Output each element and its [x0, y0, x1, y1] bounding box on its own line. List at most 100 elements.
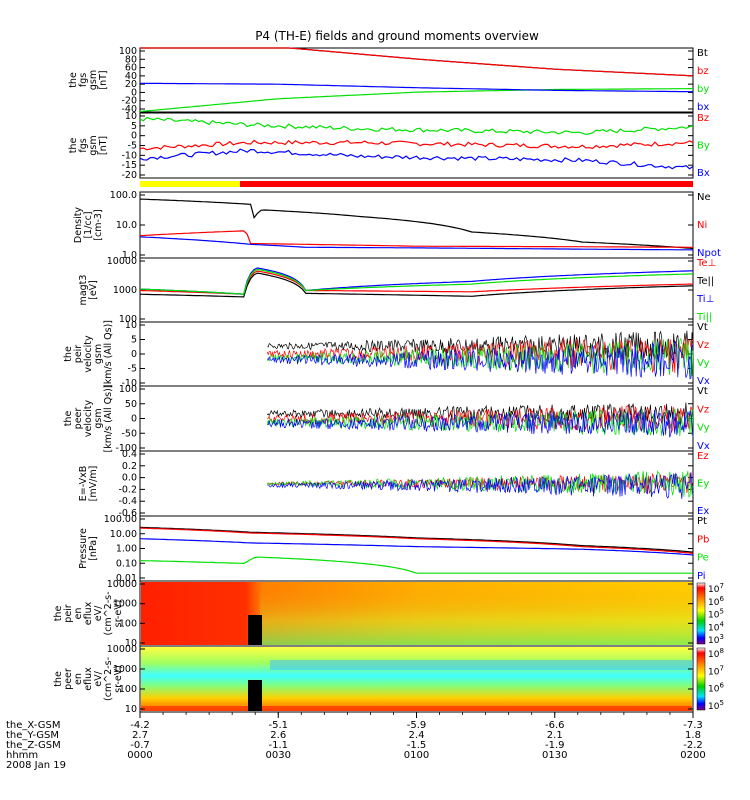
- efield-ytick-label: -0.6: [118, 508, 137, 519]
- peir-velocity-ytick-label: 10: [125, 320, 137, 331]
- pressure-legend-pb: Pb: [697, 534, 709, 545]
- peer-eflux-ytick-label: 100: [119, 684, 137, 695]
- x-row-value: -5.9: [407, 720, 427, 731]
- efield-ytick-label: -0.4: [118, 496, 137, 507]
- peer-velocity-ytick-label: 100: [119, 384, 137, 395]
- peir-velocity-series-vz: [266, 337, 694, 374]
- density-ytick-label: 1.0: [122, 250, 137, 261]
- peir-velocity-ylabel-line: peir: [73, 345, 84, 364]
- x-row-value: 2.7: [132, 730, 148, 741]
- pressure-series-pb: [139, 527, 694, 554]
- fgs-gsm-ylabel-line: fgs: [78, 73, 89, 87]
- peir-eflux-ylabel: the peir en eflux eV/(cm^2-s-sr-eV): [53, 592, 124, 636]
- efield-ytick-label: 0.2: [122, 461, 137, 472]
- fgs-gsm-detrended-ytick-label: -5: [128, 141, 137, 152]
- fgs-gsm-detrended-ytick-label: -20: [121, 170, 137, 181]
- x-row-value: -7.3: [683, 720, 703, 731]
- magt3-series-ti⊥: [139, 267, 694, 295]
- fgs-gsm-detrended-ylabel-line: gsm: [88, 135, 99, 155]
- peir-eflux-colorbar-label: 105: [708, 608, 724, 621]
- x-row-value: -4.2: [130, 720, 150, 731]
- peir-eflux-ytick-label: 10: [125, 638, 137, 649]
- pressure-ytick-label: 100.00: [104, 514, 137, 525]
- efield-legend-ey: Ey: [697, 479, 709, 490]
- magt3-series-te⊥: [139, 270, 693, 295]
- fgs-gsm-detrended-series-by: [139, 116, 694, 135]
- fgs-gsm-ylabel-line: the: [68, 72, 79, 88]
- fgs-gsm-legend-by: by: [697, 84, 709, 95]
- peer-velocity-ytick-label: 0: [131, 414, 137, 425]
- magt3-series-te||: [139, 272, 694, 298]
- peer-eflux-ylabel-line: (cm^2-s-: [103, 657, 114, 701]
- peir-eflux-ylabel-line: en: [73, 608, 84, 620]
- pressure-legend-pe: Pe: [697, 553, 709, 564]
- peir-velocity-legend-vz: Vz: [697, 340, 709, 351]
- fgs-gsm-ytick-label: 80: [125, 54, 137, 65]
- pressure-ytick-label: 0.01: [116, 573, 137, 584]
- efield-series-ex: [267, 472, 694, 499]
- efield-ylabel: E=-VxB [mV/m]: [78, 466, 99, 502]
- density-legend-ne: Ne: [697, 192, 711, 203]
- x-axis-date: 2008 Jan 19: [6, 760, 66, 771]
- peir-velocity-legend-vy: Vy: [697, 358, 710, 369]
- pressure-ylabel: Pressure [nPa]: [78, 528, 99, 569]
- magt3-ytick-label: 1000: [113, 285, 137, 296]
- fgs-gsm-ytick-label: -40: [121, 104, 137, 115]
- fgs-gsm-ytick-label: 100: [119, 46, 137, 57]
- peer-eflux-ylabel-line: the: [53, 671, 64, 687]
- peer-eflux-ytick-label: 10000: [107, 644, 137, 655]
- x-row-value: 0030: [266, 750, 291, 761]
- fgs-gsm-detrended-series-bx: [139, 148, 694, 170]
- peir-velocity-series-vx: [266, 340, 694, 380]
- magt3-ylabel: magt3 [eV]: [78, 275, 99, 306]
- efield-ylabel-line: [mV/m]: [88, 466, 99, 502]
- fgs-gsm-legend-bt: Bt: [697, 48, 708, 59]
- peer-eflux-ylabel-line: en: [73, 673, 84, 685]
- peir-eflux-ylabel-line: (cm^2-s-: [103, 592, 114, 636]
- magt3-legend-ti||: Ti||: [696, 312, 712, 323]
- fgs-gsm-ytick-label: 40: [125, 71, 137, 82]
- efield-ytick-label: 0.0: [122, 473, 137, 484]
- peir-eflux-ytick-label: 10000: [107, 579, 137, 590]
- peer-eflux-data-gap: [248, 680, 262, 711]
- peer-velocity-ylabel-line: peer: [73, 408, 84, 430]
- peir-velocity-ytick-label: -5: [128, 364, 137, 375]
- peir-eflux-ytick-label: 1000: [113, 599, 137, 610]
- magt3-ylabel-line: [eV]: [88, 280, 99, 300]
- peer-velocity-ylabel-line: gsm: [93, 408, 104, 428]
- x-axis-ephemeris: the_X-GSM -4.2 -5.1 -5.9 -6.6 -7.3 the_Y-GSM 2.…: [6, 712, 706, 771]
- fgs-gsm-detrended-series-bz: [139, 139, 694, 151]
- fgs-gsm-series-by: [139, 87, 693, 113]
- pressure-ytick-label: 1.00: [116, 544, 137, 555]
- peer-velocity-ylabel-line: velocity: [83, 400, 94, 438]
- pressure-ytick-label: 0.10: [116, 558, 137, 569]
- x-row-value: 2.1: [547, 730, 563, 741]
- peer-eflux-ytick-label: 1000: [113, 664, 137, 675]
- peir-eflux-ylabel-line: peir: [63, 604, 74, 623]
- x-row-value: 0200: [680, 750, 705, 761]
- peir-eflux-ytick-label: 100: [119, 618, 137, 629]
- x-row-value: -2.2: [683, 740, 703, 751]
- fgs-gsm-ytick-label: 60: [125, 63, 137, 74]
- magt3-frame: [139, 257, 694, 323]
- fgs-gsm-legend-bz: bz: [697, 66, 709, 77]
- peer-velocity-legend-vz: Vz: [697, 404, 709, 415]
- density-ytick-label: 10.0: [116, 220, 137, 231]
- density-ylabel-line: Density: [73, 207, 84, 243]
- peer-eflux-ylabel-line: eV/: [93, 670, 104, 686]
- pressure-legend-pt: Pt: [697, 516, 707, 527]
- density-legend-npot: Npot: [697, 248, 721, 259]
- x-row-label: the_Z-GSM: [6, 740, 61, 751]
- peer-velocity-frame: [139, 385, 694, 452]
- pressure-frame: [139, 515, 694, 582]
- density-ylabel-line: [1/cc]: [83, 211, 94, 238]
- quality-bar-red: [240, 181, 693, 187]
- x-row-value: -5.1: [268, 720, 288, 731]
- peer-velocity-ytick-label: -50: [121, 428, 137, 439]
- quality-bar-yellow: [140, 181, 240, 187]
- fgs-gsm-detrended-ylabel: the fgs gsm [nT]: [68, 135, 109, 155]
- peer-velocity-ylabel: the peer velocity gsm [km/s (All Qs)]: [63, 385, 114, 453]
- x-row-label: the_X-GSM: [6, 720, 60, 731]
- peer-velocity-ylabel-line: [km/s (All Qs)]: [103, 385, 114, 453]
- fgs-gsm-ylabel-line: gsm: [88, 70, 99, 90]
